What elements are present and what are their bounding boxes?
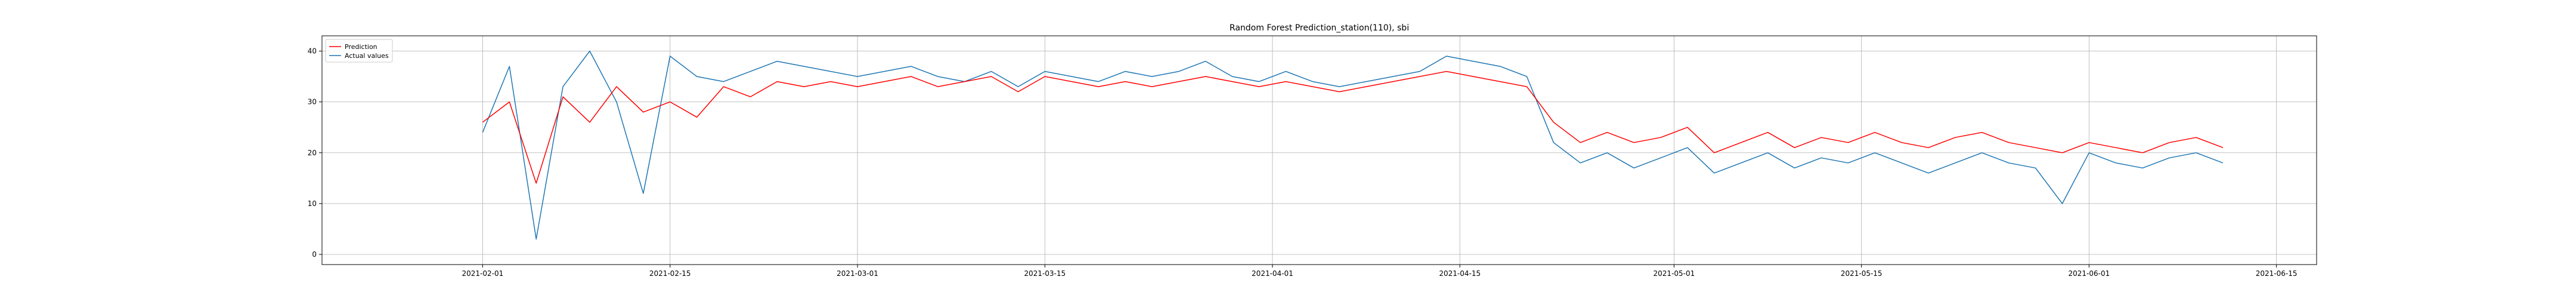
chart-title: Random Forest Prediction_station(110), s… xyxy=(1230,23,1409,33)
y-tick-label-2: 20 xyxy=(308,149,317,157)
y-tick-label-3: 30 xyxy=(308,98,317,106)
x-tick-label-1: 2021-02-15 xyxy=(649,269,691,278)
x-tick-label-8: 2021-06-01 xyxy=(2068,269,2110,278)
y-tick-label-1: 10 xyxy=(308,199,317,208)
legend-label-1: Actual values xyxy=(345,52,389,60)
y-tick-label-0: 0 xyxy=(312,250,317,259)
y-tick-label-4: 40 xyxy=(308,47,317,56)
series-layer xyxy=(482,50,2224,240)
series-line-1 xyxy=(482,50,2224,240)
axes: 2021-02-01 2021-02-15 2021-03-01 2021-03-15… xyxy=(308,47,2298,278)
x-tick-label-7: 2021-05-15 xyxy=(1841,269,1883,278)
series-line-0 xyxy=(482,70,2224,184)
x-tick-label-9: 2021-06-15 xyxy=(2256,269,2298,278)
x-tick-label-3: 2021-03-15 xyxy=(1024,269,1066,278)
x-tick-label-6: 2021-05-01 xyxy=(1654,269,1695,278)
x-tick-label-2: 2021-03-01 xyxy=(837,269,878,278)
plot-area-frame xyxy=(321,35,2317,265)
x-tick-label-5: 2021-04-15 xyxy=(1439,269,1481,278)
legend-box xyxy=(325,39,393,63)
x-tick-label-0: 2021-02-01 xyxy=(462,269,504,278)
legend-label-0: Prediction xyxy=(345,43,377,51)
grid xyxy=(322,36,2317,265)
x-tick-label-4: 2021-04-01 xyxy=(1252,269,1293,278)
